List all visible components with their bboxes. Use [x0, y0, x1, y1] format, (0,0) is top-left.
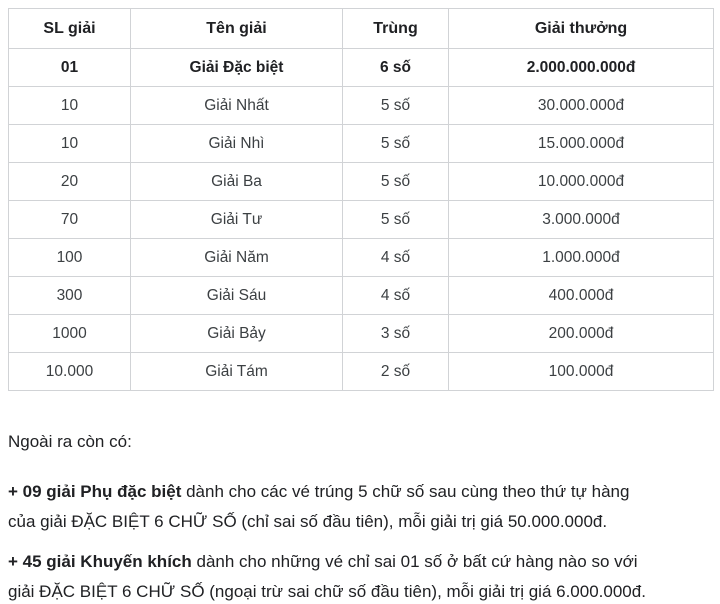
cell-prize-name: Giải Nhì	[130, 124, 343, 163]
col-header-match: Trùng	[342, 8, 449, 49]
cell-match: 2 số	[342, 352, 449, 391]
cell-match: 5 số	[342, 200, 449, 239]
cell-prize-name: Giải Sáu	[130, 276, 343, 315]
prize-table: SL giải Tên giải Trùng Giải thưởng 01 Gi…	[8, 8, 714, 391]
table-row: 10 Giải Nhất 5 số 30.000.000đ	[8, 86, 714, 125]
table-row: 01 Giải Đặc biệt 6 số 2.000.000.000đ	[8, 48, 714, 87]
cell-prize-name: Giải Năm	[130, 238, 343, 277]
notes-intro: Ngoài ra còn có:	[8, 432, 132, 451]
cell-quantity: 1000	[8, 314, 131, 353]
cell-prize-name: Giải Ba	[130, 162, 343, 201]
cell-prize-value: 3.000.000đ	[448, 200, 714, 239]
note-body-text: dành cho các vé trúng 5 chữ số sau cùng …	[8, 482, 630, 531]
table-row: 1000 Giải Bảy 3 số 200.000đ	[8, 314, 714, 353]
cell-prize-value: 400.000đ	[448, 276, 714, 315]
table-row: 10 Giải Nhì 5 số 15.000.000đ	[8, 124, 714, 163]
cell-prize-name: Giải Bảy	[130, 314, 343, 353]
cell-match: 5 số	[342, 162, 449, 201]
table-row: 20 Giải Ba 5 số 10.000.000đ	[8, 162, 714, 201]
note-paragraph-special-sub-prize: + 09 giải Phụ đặc biệt dành cho các vé t…	[8, 477, 713, 537]
cell-prize-value: 30.000.000đ	[448, 86, 714, 125]
cell-quantity: 20	[8, 162, 131, 201]
cell-quantity: 10.000	[8, 352, 131, 391]
cell-match: 3 số	[342, 314, 449, 353]
cell-quantity: 01	[8, 48, 131, 87]
col-header-quantity: SL giải	[8, 8, 131, 49]
cell-prize-value: 2.000.000.000đ	[448, 48, 714, 87]
table-row: 100 Giải Năm 4 số 1.000.000đ	[8, 238, 714, 277]
cell-prize-value: 10.000.000đ	[448, 162, 714, 201]
cell-prize-name: Giải Tư	[130, 200, 343, 239]
notes-section: Ngoài ra còn có: + 09 giải Phụ đặc biệt …	[8, 427, 713, 604]
note-paragraph-consolation-prize: + 45 giải Khuyến khích dành cho những vé…	[8, 547, 713, 604]
col-header-prize-name: Tên giải	[130, 8, 343, 49]
table-row: 10.000 Giải Tám 2 số 100.000đ	[8, 352, 714, 391]
cell-quantity: 300	[8, 276, 131, 315]
cell-prize-value: 100.000đ	[448, 352, 714, 391]
note-body-text: dành cho những vé chỉ sai 01 số ở bất cứ…	[8, 552, 646, 601]
cell-prize-value: 200.000đ	[448, 314, 714, 353]
cell-prize-name: Giải Nhất	[130, 86, 343, 125]
cell-quantity: 10	[8, 86, 131, 125]
cell-match: 5 số	[342, 86, 449, 125]
cell-prize-name: Giải Đặc biệt	[130, 48, 343, 87]
cell-match: 4 số	[342, 238, 449, 277]
note-lead-bold: + 45 giải Khuyến khích	[8, 552, 192, 571]
note-lead-bold: + 09 giải Phụ đặc biệt	[8, 482, 182, 501]
table-header-row: SL giải Tên giải Trùng Giải thưởng	[8, 8, 714, 49]
cell-prize-value: 1.000.000đ	[448, 238, 714, 277]
cell-quantity: 10	[8, 124, 131, 163]
cell-prize-value: 15.000.000đ	[448, 124, 714, 163]
cell-prize-name: Giải Tám	[130, 352, 343, 391]
cell-match: 5 số	[342, 124, 449, 163]
col-header-prize-value: Giải thưởng	[448, 8, 714, 49]
table-row: 70 Giải Tư 5 số 3.000.000đ	[8, 200, 714, 239]
cell-match: 6 số	[342, 48, 449, 87]
cell-quantity: 70	[8, 200, 131, 239]
table-row: 300 Giải Sáu 4 số 400.000đ	[8, 276, 714, 315]
cell-quantity: 100	[8, 238, 131, 277]
cell-match: 4 số	[342, 276, 449, 315]
